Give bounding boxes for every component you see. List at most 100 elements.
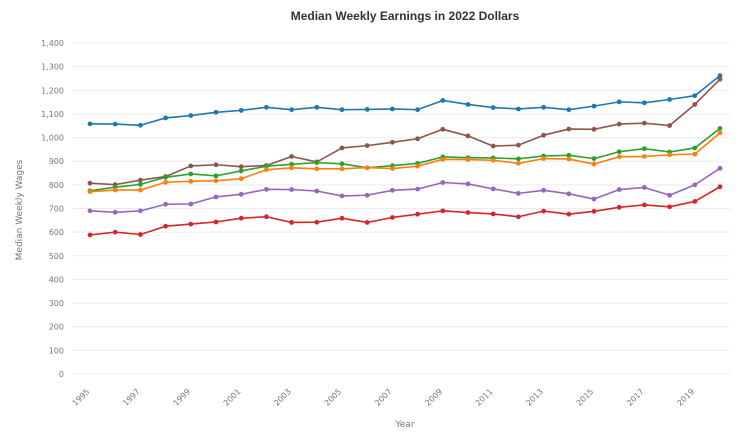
data-point[interactable] — [566, 211, 572, 217]
data-point[interactable] — [213, 219, 219, 225]
data-point[interactable] — [390, 106, 395, 112]
data-point[interactable] — [138, 181, 143, 187]
data-point[interactable] — [87, 180, 93, 186]
data-point[interactable] — [415, 107, 420, 113]
data-point[interactable] — [642, 146, 647, 152]
data-point[interactable] — [339, 107, 345, 113]
data-point[interactable] — [112, 209, 118, 215]
data-point[interactable] — [516, 142, 521, 148]
data-point[interactable] — [566, 152, 572, 158]
data-point[interactable] — [289, 220, 294, 225]
data-point[interactable] — [591, 156, 597, 162]
data-point[interactable] — [516, 190, 521, 196]
data-point[interactable] — [188, 178, 194, 184]
data-point[interactable] — [566, 191, 572, 197]
data-point[interactable] — [717, 184, 723, 190]
data-point[interactable] — [238, 168, 244, 174]
data-point[interactable] — [188, 113, 194, 118]
data-point[interactable] — [642, 202, 647, 208]
data-point[interactable] — [238, 191, 244, 197]
data-point[interactable] — [717, 76, 723, 82]
data-point[interactable] — [138, 177, 143, 183]
data-point[interactable] — [339, 193, 345, 199]
data-point[interactable] — [490, 143, 496, 149]
data-point[interactable] — [440, 98, 446, 103]
data-point[interactable] — [591, 208, 597, 214]
data-point[interactable] — [390, 187, 395, 193]
data-point[interactable] — [616, 99, 622, 105]
data-point[interactable] — [717, 130, 723, 136]
data-point[interactable] — [667, 97, 672, 102]
data-point[interactable] — [465, 133, 471, 139]
data-point[interactable] — [541, 132, 546, 138]
data-point[interactable] — [364, 107, 370, 112]
data-point[interactable] — [591, 126, 597, 132]
data-point[interactable] — [188, 163, 194, 169]
data-point[interactable] — [516, 106, 521, 112]
data-point[interactable] — [213, 109, 219, 115]
data-point[interactable] — [339, 215, 345, 221]
data-point[interactable] — [667, 152, 672, 158]
data-point[interactable] — [516, 214, 521, 220]
data-point[interactable] — [415, 163, 420, 169]
data-point[interactable] — [692, 199, 698, 204]
data-point[interactable] — [591, 161, 597, 167]
data-point[interactable] — [138, 187, 143, 193]
data-point[interactable] — [465, 102, 471, 107]
data-point[interactable] — [289, 187, 294, 192]
data-point[interactable] — [616, 187, 622, 192]
data-point[interactable] — [390, 215, 395, 220]
data-point[interactable] — [490, 105, 496, 110]
data-point[interactable] — [667, 192, 672, 198]
data-point[interactable] — [188, 201, 194, 207]
data-point[interactable] — [692, 151, 698, 157]
data-point[interactable] — [213, 162, 219, 168]
data-point[interactable] — [440, 126, 446, 132]
data-point[interactable] — [238, 176, 244, 182]
data-point[interactable] — [642, 120, 647, 126]
data-point[interactable] — [440, 180, 446, 185]
data-point[interactable] — [314, 188, 320, 194]
data-point[interactable] — [238, 164, 244, 170]
data-point[interactable] — [163, 223, 169, 229]
data-point[interactable] — [541, 187, 546, 193]
data-point[interactable] — [213, 194, 219, 200]
data-point[interactable] — [717, 165, 723, 171]
data-point[interactable] — [667, 204, 672, 210]
data-point[interactable] — [541, 104, 546, 110]
data-point[interactable] — [364, 192, 370, 198]
data-point[interactable] — [87, 189, 93, 195]
data-point[interactable] — [213, 173, 219, 179]
data-point[interactable] — [642, 185, 647, 190]
data-point[interactable] — [364, 143, 370, 149]
data-point[interactable] — [440, 208, 446, 214]
data-point[interactable] — [314, 166, 320, 172]
data-point[interactable] — [264, 214, 269, 220]
data-point[interactable] — [415, 186, 420, 192]
data-point[interactable] — [616, 204, 622, 210]
data-point[interactable] — [566, 107, 572, 113]
data-point[interactable] — [642, 154, 647, 159]
data-point[interactable] — [717, 73, 723, 79]
data-point[interactable] — [163, 115, 169, 121]
data-point[interactable] — [415, 136, 420, 142]
data-point[interactable] — [616, 121, 622, 127]
data-point[interactable] — [314, 219, 320, 225]
data-point[interactable] — [138, 208, 143, 214]
data-point[interactable] — [264, 167, 269, 173]
data-point[interactable] — [692, 93, 698, 99]
data-point[interactable] — [238, 107, 244, 113]
data-point[interactable] — [591, 196, 597, 202]
data-point[interactable] — [289, 165, 294, 171]
data-point[interactable] — [490, 211, 496, 217]
data-point[interactable] — [138, 232, 143, 237]
data-point[interactable] — [541, 208, 546, 214]
data-point[interactable] — [289, 107, 294, 113]
data-point[interactable] — [163, 179, 169, 185]
data-point[interactable] — [390, 166, 395, 171]
data-point[interactable] — [692, 182, 698, 188]
data-point[interactable] — [364, 220, 370, 225]
data-point[interactable] — [112, 187, 118, 193]
data-point[interactable] — [87, 121, 93, 127]
data-point[interactable] — [465, 181, 471, 187]
